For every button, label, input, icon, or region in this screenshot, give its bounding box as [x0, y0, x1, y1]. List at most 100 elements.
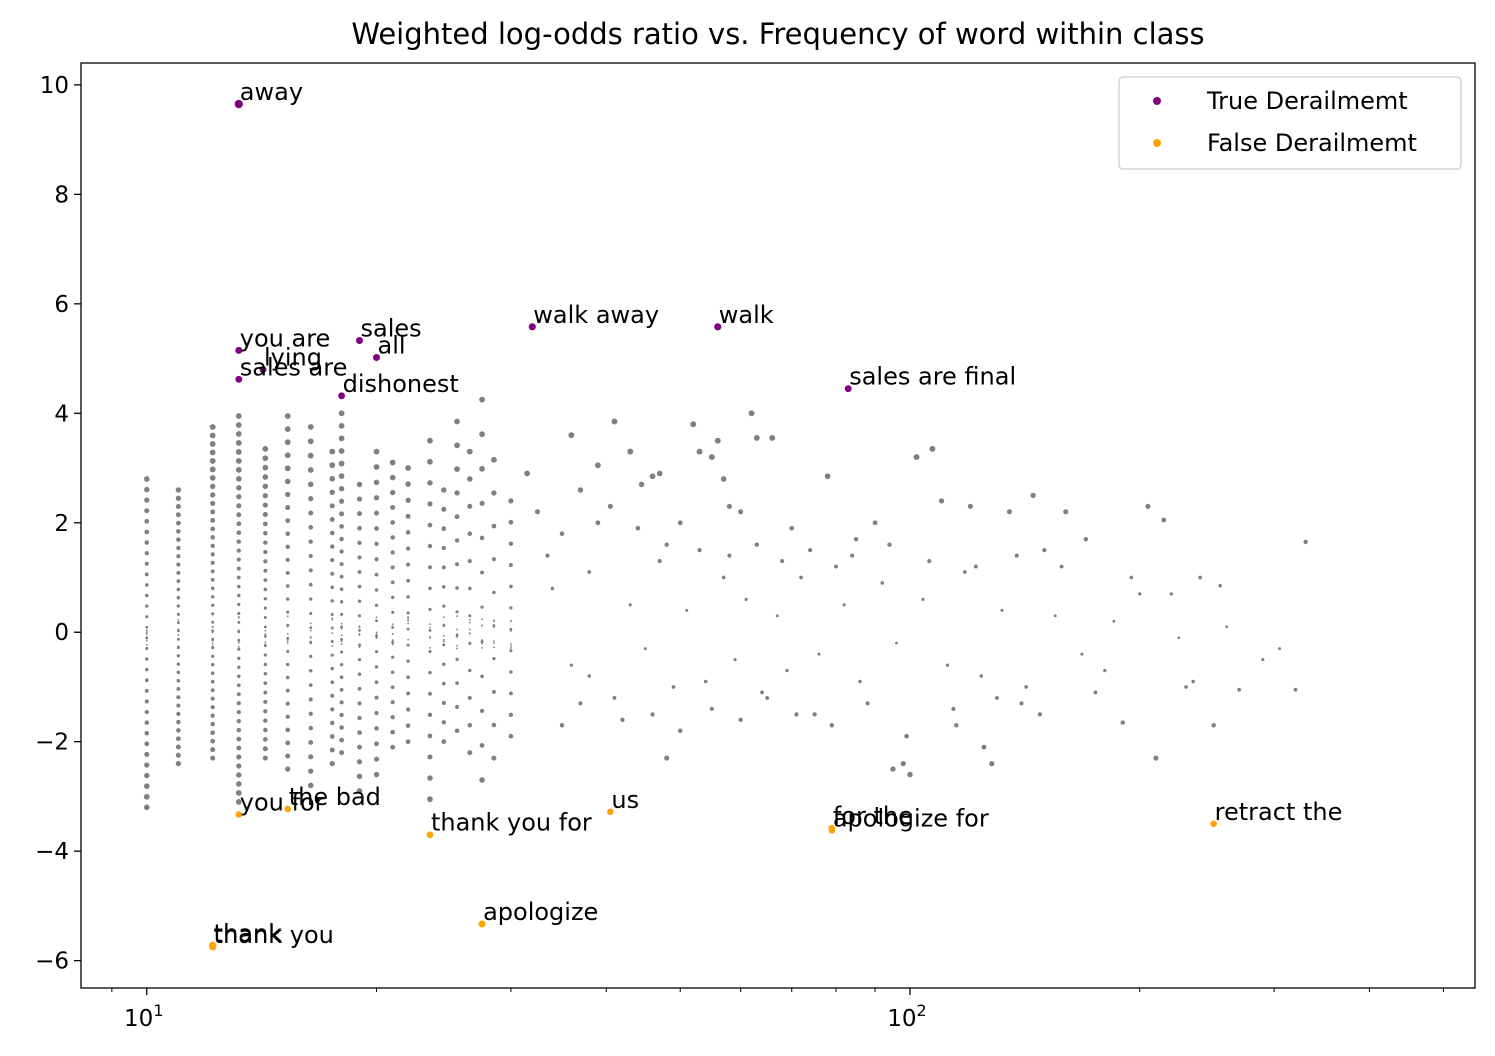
background-point: [391, 643, 394, 646]
y-tick-label: −6: [35, 949, 69, 975]
background-point: [467, 503, 473, 509]
background-point: [479, 742, 485, 748]
chart-title: Weighted log-odds ratio vs. Frequency of…: [351, 17, 1204, 51]
background-point: [286, 640, 289, 642]
background-point: [481, 646, 483, 649]
background-point: [177, 645, 180, 647]
background-point: [175, 503, 181, 510]
legend: True Derailmemt False Derailmemt: [1118, 76, 1462, 170]
background-point: [285, 505, 291, 511]
background-point: [236, 674, 241, 679]
series-point: [235, 811, 243, 818]
background-point: [263, 587, 268, 592]
background-point: [145, 646, 149, 651]
background-point: [339, 600, 344, 604]
background-point: [210, 755, 216, 761]
background-point: [308, 568, 313, 573]
background-point: [285, 766, 291, 772]
background-point: [611, 418, 618, 425]
background-point: [264, 629, 267, 632]
background-point: [308, 510, 314, 516]
background-point: [356, 773, 363, 780]
background-point: [357, 701, 362, 706]
background-point: [455, 681, 459, 686]
background-point: [1153, 755, 1159, 761]
background-point: [285, 688, 290, 693]
background-point: [569, 663, 573, 667]
background-point: [442, 643, 446, 647]
background-point: [493, 646, 495, 649]
background-point: [144, 751, 150, 757]
background-point: [176, 711, 181, 716]
background-point: [284, 439, 291, 446]
background-point: [703, 679, 708, 684]
background-point: [236, 763, 242, 769]
background-point: [285, 753, 291, 759]
background-point: [853, 536, 859, 542]
background-point: [1019, 701, 1024, 706]
background-point: [391, 639, 394, 642]
legend-marker: [1153, 97, 1161, 105]
background-point: [375, 633, 378, 636]
series-point: [235, 346, 243, 354]
background-point: [1093, 690, 1098, 695]
background-point: [375, 620, 378, 623]
background-point: [263, 597, 268, 601]
background-point: [263, 578, 268, 582]
background-point: [405, 481, 411, 487]
background-point: [1129, 575, 1134, 580]
background-point: [235, 431, 242, 437]
background-point: [263, 718, 268, 723]
background-point: [454, 466, 460, 472]
background-point: [330, 599, 334, 603]
background-point: [177, 638, 180, 641]
background-point: [309, 597, 313, 601]
background-point: [177, 618, 180, 621]
background-point: [406, 643, 410, 647]
background-point: [607, 503, 613, 509]
plot-frame: [80, 62, 1476, 989]
background-point: [1184, 685, 1188, 689]
background-point: [468, 621, 471, 624]
background-point: [895, 641, 898, 645]
background-point: [210, 671, 215, 675]
legend-marker: [1153, 139, 1161, 147]
background-point: [690, 421, 697, 428]
background-point: [427, 437, 433, 444]
background-point: [391, 655, 395, 659]
point-annotation: walk: [719, 301, 774, 329]
background-point: [479, 535, 485, 541]
background-point: [479, 431, 485, 438]
background-point: [339, 574, 344, 579]
background-point: [285, 740, 291, 746]
background-point: [1225, 625, 1229, 629]
background-point: [708, 454, 715, 461]
background-point: [329, 489, 335, 495]
background-point: [237, 620, 241, 624]
background-point: [390, 744, 396, 750]
background-point: [209, 483, 216, 490]
background-point: [236, 548, 241, 553]
background-point: [374, 541, 379, 547]
background-point: [210, 543, 215, 549]
background-point: [887, 542, 892, 547]
background-point: [176, 570, 181, 575]
background-point: [210, 492, 216, 498]
legend-label: False Derailmemt: [1207, 129, 1417, 157]
background-point: [374, 710, 379, 716]
background-point: [145, 639, 148, 642]
background-point: [144, 486, 150, 493]
series-point: [607, 808, 614, 816]
background-point: [262, 736, 268, 742]
background-point: [441, 584, 446, 589]
background-point: [211, 637, 215, 641]
background-point: [145, 667, 149, 672]
background-point: [406, 611, 410, 615]
background-point: [467, 695, 472, 700]
background-point: [262, 755, 268, 761]
background-point: [454, 418, 460, 425]
background-point: [808, 548, 813, 553]
series-point: [259, 366, 267, 373]
background-point: [481, 639, 483, 641]
